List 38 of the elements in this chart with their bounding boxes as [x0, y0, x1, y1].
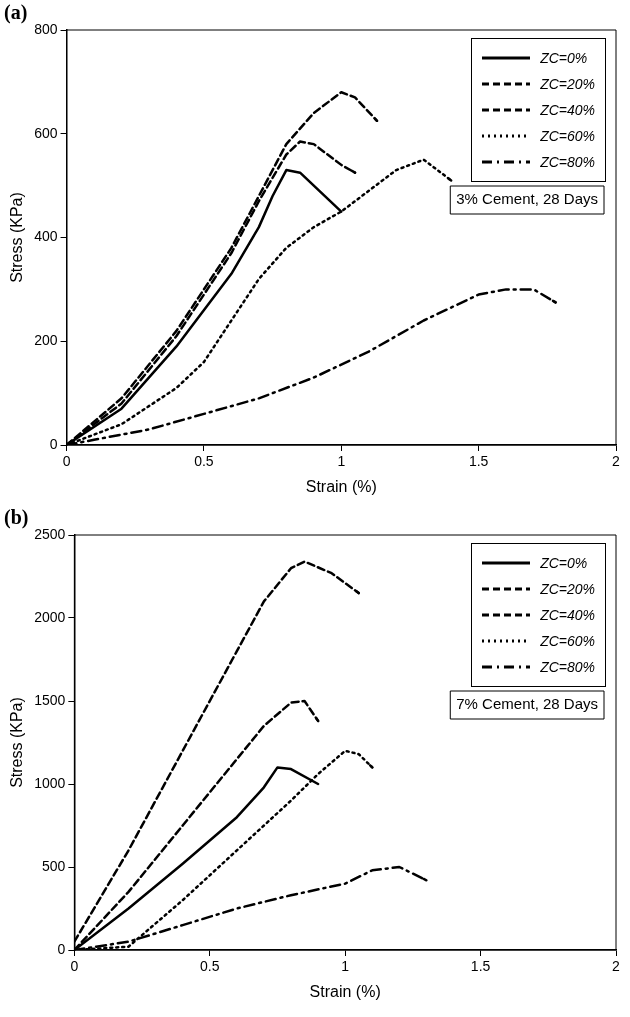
y-tick-label: 0 — [57, 940, 66, 957]
y-tick-label: 2500 — [34, 525, 66, 542]
y-tick-label: 600 — [34, 124, 58, 141]
legend-label: ZC=60% — [540, 633, 595, 649]
x-tick-label: 0.5 — [200, 958, 220, 975]
annotation: 3% Cement, 28 Days — [456, 190, 598, 208]
x-tick-label: 1.5 — [470, 958, 491, 975]
y-tick-label: 2000 — [34, 608, 66, 625]
legend-label: ZC=20% — [540, 581, 595, 597]
chart-title: (b) — [4, 506, 29, 530]
y-tick-label: 800 — [34, 20, 58, 37]
legend-label: ZC=0% — [540, 50, 588, 66]
x-tick-label: 1 — [341, 958, 350, 975]
legend-label: ZC=60% — [540, 128, 595, 144]
legend-label: ZC=80% — [540, 659, 595, 675]
y-tick-label: 0 — [49, 435, 58, 452]
y-tick-label: 500 — [41, 857, 66, 874]
y-tick-label: 1000 — [34, 774, 66, 791]
x-tick-label: 0 — [70, 958, 79, 975]
x-tick-label: 0.5 — [194, 453, 214, 470]
y-axis-title: Stress (KPa) — [8, 192, 26, 283]
x-tick-label: 2 — [612, 958, 621, 975]
chart-title: (a) — [4, 1, 28, 25]
y-tick-label: 400 — [34, 228, 58, 245]
legend-label: ZC=20% — [540, 76, 595, 92]
x-tick-label: 1.5 — [468, 453, 489, 470]
legend-label: ZC=40% — [540, 102, 595, 118]
x-tick-label: 2 — [612, 453, 621, 470]
x-tick-label: 1 — [337, 453, 346, 470]
legend-label: ZC=40% — [540, 607, 595, 623]
annotation: 7% Cement, 28 Days — [456, 695, 598, 713]
legend-label: ZC=80% — [540, 154, 595, 170]
legend-label: ZC=0% — [540, 555, 588, 571]
y-tick-label: 1500 — [34, 691, 66, 708]
y-tick-label: 200 — [34, 332, 58, 349]
y-axis-title: Stress (KPa) — [8, 697, 26, 788]
x-axis-title: Strain (%) — [305, 477, 377, 495]
x-axis-title: Strain (%) — [309, 982, 381, 1000]
